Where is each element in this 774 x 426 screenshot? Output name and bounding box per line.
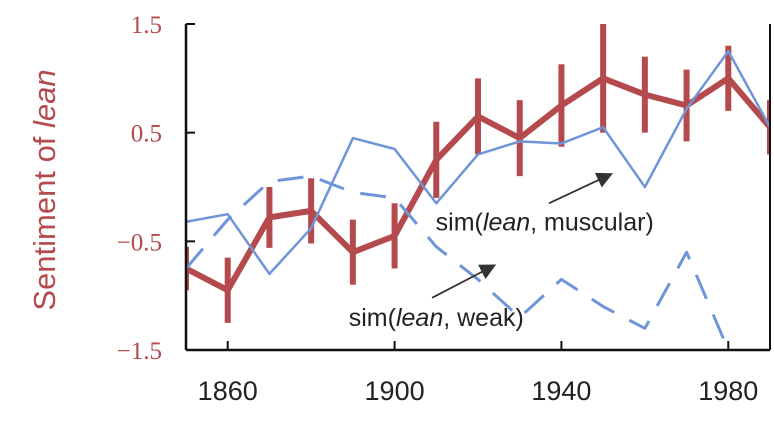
annotation-prefix: sim( [349,304,397,332]
annotation-suffix: , muscular) [530,208,654,236]
annotation-arrow [548,172,613,205]
x-tick-label: 1860 [198,376,258,406]
y-tick-label: −0.5 [117,229,162,256]
plot-area [186,24,770,350]
y-tick-label: 1.5 [131,12,162,39]
annotation-prefix: sim( [436,208,484,236]
series-line-weak [186,174,730,350]
annotation-suffix: , weak) [443,304,524,332]
annotations: sim(lean, muscular)sim(lean, weak) [349,172,654,332]
annotation-arrow [431,264,497,299]
annotation-emphasis: lean [396,304,443,332]
y-tick-label: 0.5 [131,121,162,148]
x-tick-label: 1900 [365,376,425,406]
y-axis-label-emphasis: lean [27,69,62,128]
x-tick-label: 1980 [698,376,758,406]
axes [184,23,771,352]
y-tick-label: −1.5 [117,338,162,365]
annotation-ann-weak: sim(lean, weak) [349,304,524,332]
annotation-emphasis: lean [483,208,530,236]
x-tick-label: 1940 [531,376,591,406]
annotation-ann-muscular: sim(lean, muscular) [436,208,654,236]
y-axis-label-prefix: Sentiment of [27,128,62,311]
tick-labels: 1.5 0.5 −0.5 −1.5 1860 1900 1940 1980 [117,12,759,406]
series-line-muscular [186,49,770,276]
y-axis-label: Sentiment of lean [27,69,62,310]
